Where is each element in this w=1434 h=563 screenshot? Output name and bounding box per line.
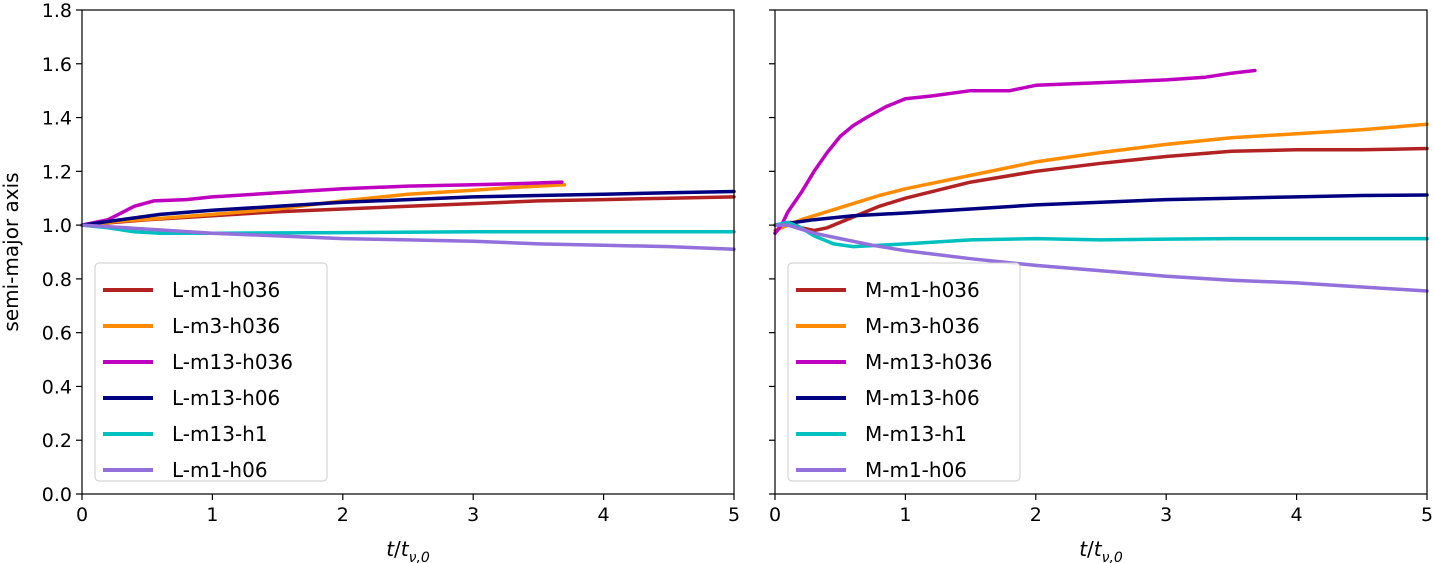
legend-label: M-m13-h036 <box>865 350 992 374</box>
legend-label: M-m3-h036 <box>865 314 980 338</box>
x-tick-label: 1 <box>899 504 911 526</box>
legend-label: L-m1-h036 <box>172 278 280 302</box>
legend-box <box>94 262 328 482</box>
legend-label: M-m13-h06 <box>865 386 980 410</box>
x-tick-label: 2 <box>337 504 349 526</box>
legend: L-m1-h036 L-m3-h036 L-m13-h036 L-m13-h06 L-m… <box>94 262 328 482</box>
x-tick-label: 4 <box>598 504 610 526</box>
series-layer <box>773 68 1429 293</box>
series-line-M-m1-h06 <box>773 223 1429 293</box>
chart-panel-left: 0 1 2 3 4 5 0.0 0.2 0.4 0.6 0.8 1.0 1.2 1.4 1.6 1.8 L-m… <box>42 0 740 563</box>
x-tick-label: 0 <box>76 504 88 526</box>
legend-label: L-m1-h06 <box>172 458 268 482</box>
x-tick-label: 5 <box>1421 504 1433 526</box>
y-tick-label: 0.2 <box>42 430 72 452</box>
x-tick-label: 0 <box>769 504 781 526</box>
x-tick-label: 2 <box>1030 504 1042 526</box>
y-tick-label: 0.8 <box>42 269 72 291</box>
legend: M-m1-h036 M-m3-h036 M-m13-h036 M-m13-h06 M-m… <box>787 262 1021 482</box>
x-tick-label: 3 <box>1160 504 1172 526</box>
series-line-M-m3-h036 <box>773 122 1429 233</box>
series-line-M-m13-h036 <box>773 68 1257 235</box>
y-tick-label: 1.2 <box>42 161 72 183</box>
chart-panel-right: 0 1 2 3 4 5 M-m1-h036 M-m3-h036 M-m13-h036 M-m13… <box>769 9 1433 563</box>
y-tick-label: 0.6 <box>42 323 72 345</box>
plot-frame <box>774 9 1428 495</box>
y-tick-label: 1.6 <box>42 54 72 76</box>
ticks-layer: 0 1 2 3 4 5 0.0 0.2 0.4 0.6 0.8 1.0 1.2 1.4 1.6 1.8 <box>42 0 740 526</box>
legend-label: L-m13-h06 <box>172 386 280 410</box>
x-axis-label: t/tν,0 <box>386 537 430 563</box>
legend-label: L-m13-h1 <box>172 422 268 446</box>
x-axis-label: t/tν,0 <box>1079 537 1123 563</box>
y-tick-label: 1.4 <box>42 108 72 130</box>
y-tick-label: 1.8 <box>42 0 72 22</box>
x-tick-label: 4 <box>1291 504 1303 526</box>
ticks-layer: 0 1 2 3 4 5 <box>769 9 1433 526</box>
y-tick-label: 1.0 <box>42 215 72 237</box>
legend-box <box>787 262 1021 482</box>
y-tick-label: 0.4 <box>42 376 72 398</box>
series-line-L-m1-h06 <box>80 223 736 252</box>
x-tick-label: 1 <box>206 504 218 526</box>
x-tick-label: 3 <box>467 504 479 526</box>
legend-label: L-m3-h036 <box>172 314 280 338</box>
x-tick-label: 5 <box>728 504 740 526</box>
legend-label: M-m13-h1 <box>865 422 967 446</box>
series-line-L-m13-h06 <box>80 189 736 227</box>
legend-label: L-m13-h036 <box>172 350 293 374</box>
series-line-L-m13-h036 <box>80 180 564 227</box>
y-axis-label: semi-major axis <box>0 172 23 331</box>
legend-label: M-m1-h06 <box>865 458 967 482</box>
y-tick-label: 0.0 <box>42 484 72 506</box>
series-layer <box>80 180 736 252</box>
series-line-M-m13-h06 <box>773 193 1429 227</box>
legend-label: M-m1-h036 <box>865 278 980 302</box>
plot-frame <box>81 9 735 495</box>
